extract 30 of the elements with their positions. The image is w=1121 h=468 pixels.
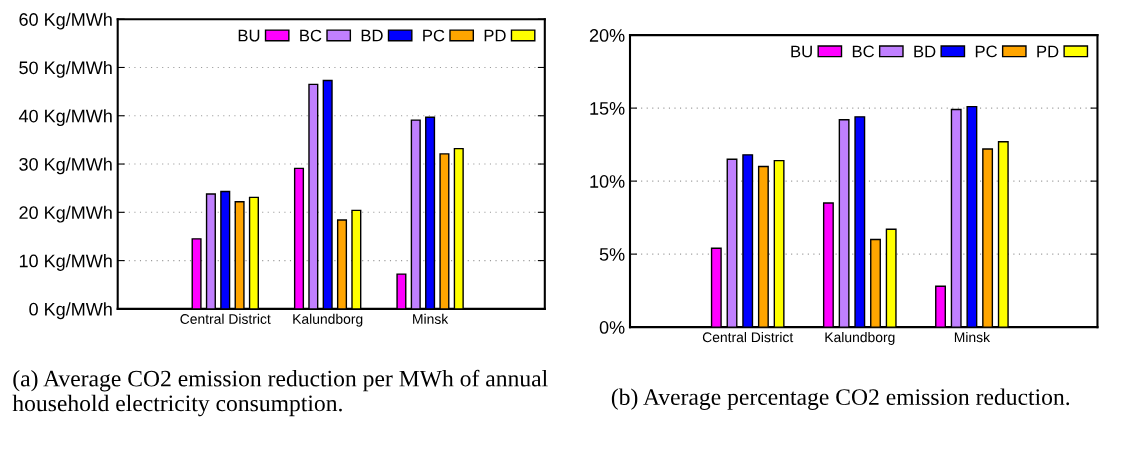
x-tick-label: Minsk (954, 331, 991, 343)
legend-label: BU (791, 45, 812, 58)
x-tick-label: Kalundborg (293, 313, 363, 327)
legend-label: PC (423, 29, 445, 42)
legend-label: BC (300, 29, 322, 42)
y-tick-label: 10 Kg/MWh (19, 254, 112, 271)
y-tick-label: 60 Kg/MWh (19, 12, 112, 30)
x-tick-label: Central District (702, 331, 794, 343)
y-tick-label: 0% (599, 321, 625, 334)
x-tick-label: Kalundborg (825, 331, 895, 345)
legend-label: BU (238, 29, 260, 42)
text: (b) Average percentage CO2 emission reduction. (611, 388, 1070, 410)
legend-label: PC (975, 45, 997, 58)
y-tick-label: 50 Kg/MWh (19, 60, 112, 78)
text: (a) Average CO2 emission reduction per MWh of annual household electricity consumption. (12, 369, 548, 417)
y-tick-label: 20% (589, 29, 625, 42)
legend-label: BD (361, 29, 383, 42)
y-tick-label: 20 Kg/MWh (19, 205, 112, 223)
legend-label: PD (484, 29, 506, 42)
y-tick-label: 30 Kg/MWh (19, 157, 112, 175)
x-tick-label: Minsk (413, 313, 449, 324)
y-tick-label: 40 Kg/MWh (18, 109, 112, 127)
legend-label: BD (914, 45, 936, 58)
y-tick-label: 0 Kg/MWh (29, 302, 112, 320)
x-tick-label: Central District (180, 313, 271, 324)
y-tick-label: 15% (590, 102, 625, 115)
y-tick-label: 5% (599, 248, 625, 261)
legend-label: BC (852, 45, 875, 58)
legend-label: PD (1037, 45, 1059, 58)
y-tick-label: 10% (590, 175, 625, 188)
